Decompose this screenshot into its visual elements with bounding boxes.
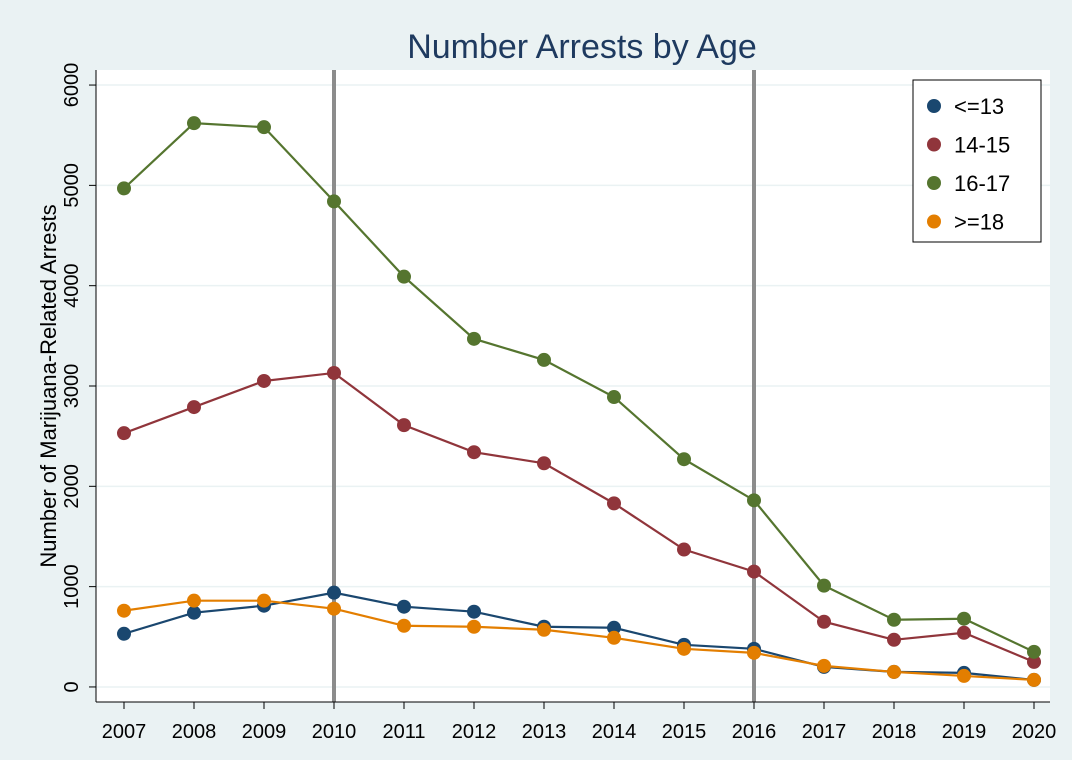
series-3 xyxy=(117,116,1041,659)
data-point xyxy=(607,620,621,635)
x-tick-label: 2014 xyxy=(592,721,637,743)
x-tick-label: 2010 xyxy=(312,721,357,743)
legend-marker xyxy=(927,99,941,113)
data-point xyxy=(677,542,691,557)
data-point xyxy=(747,493,761,508)
x-tick-label: 2018 xyxy=(872,721,917,743)
data-point xyxy=(607,390,621,405)
x-tick-label: 2008 xyxy=(172,721,217,743)
data-point xyxy=(327,585,341,600)
legend-label: 14-15 xyxy=(954,133,1010,158)
data-point xyxy=(537,456,551,471)
y-axis-ticks: 0 1000 2000 3000 4000 5000 6000 xyxy=(61,63,96,693)
legend-marker xyxy=(927,176,941,190)
data-point xyxy=(747,645,761,660)
data-point xyxy=(467,331,481,346)
data-point xyxy=(817,578,831,593)
x-tick-label: 2011 xyxy=(382,721,425,743)
data-point xyxy=(887,632,901,647)
series-line xyxy=(123,122,1035,653)
series xyxy=(117,116,1041,687)
legend-marker xyxy=(927,137,941,152)
data-point xyxy=(257,120,271,135)
x-tick-label: 2017 xyxy=(802,721,847,743)
data-point xyxy=(1027,672,1041,687)
data-point xyxy=(397,418,411,433)
chart-title: Number Arrests by Age xyxy=(407,28,757,66)
data-point xyxy=(187,593,201,608)
y-tick-label: 6000 xyxy=(61,63,83,108)
x-tick-label: 2019 xyxy=(942,721,987,743)
series-4 xyxy=(117,593,1041,687)
x-axis-ticks: 2007 2008 2009 2010 2011 2012 2013 2014 2015 2016… xyxy=(102,702,1057,743)
x-tick-label: 2009 xyxy=(242,721,287,743)
legend-marker xyxy=(927,214,941,229)
data-point xyxy=(117,603,131,618)
data-point xyxy=(327,601,341,616)
data-point xyxy=(187,116,201,131)
legend: <=13 14-15 16-17 >=18 xyxy=(912,79,1042,243)
y-axis-label: Number of Marijuana-Related Arrests xyxy=(36,204,61,567)
y-tick-label: 3000 xyxy=(61,364,83,409)
data-point xyxy=(887,612,901,627)
data-point xyxy=(467,445,481,460)
data-point xyxy=(887,664,901,679)
y-tick-label: 1000 xyxy=(61,564,83,609)
legend-label: <=13 xyxy=(954,94,1004,119)
data-point xyxy=(957,625,971,640)
data-point xyxy=(187,400,201,415)
data-point xyxy=(117,181,131,196)
y-tick-label: 5000 xyxy=(61,163,83,208)
data-point xyxy=(537,352,551,367)
x-tick-label: 2007 xyxy=(102,721,147,743)
data-point xyxy=(747,564,761,579)
x-tick-label: 2020 xyxy=(1012,721,1057,743)
data-point xyxy=(467,604,481,619)
data-point xyxy=(957,611,971,626)
data-point xyxy=(1027,644,1041,659)
data-point xyxy=(397,269,411,284)
y-tick-label: 0 xyxy=(61,681,83,692)
data-point xyxy=(117,426,131,441)
data-point xyxy=(677,452,691,467)
data-point xyxy=(397,599,411,614)
data-point xyxy=(537,622,551,637)
y-tick-label: 2000 xyxy=(61,464,83,509)
gridlines xyxy=(96,84,1050,688)
data-point xyxy=(187,605,201,620)
series-line xyxy=(123,599,1035,682)
data-point xyxy=(1027,654,1041,669)
data-point xyxy=(397,618,411,633)
data-point xyxy=(817,614,831,629)
series-2 xyxy=(117,365,1041,669)
data-point xyxy=(117,626,131,641)
x-tick-label: 2013 xyxy=(522,721,567,743)
x-tick-label: 2012 xyxy=(452,721,497,743)
data-point xyxy=(257,373,271,388)
data-point xyxy=(327,194,341,209)
data-point xyxy=(957,668,971,683)
data-point xyxy=(327,365,341,380)
data-point xyxy=(607,630,621,645)
x-tick-label: 2015 xyxy=(662,721,707,743)
data-point xyxy=(677,641,691,656)
x-tick-label: 2016 xyxy=(732,721,777,743)
data-point xyxy=(467,619,481,634)
y-tick-label: 4000 xyxy=(61,263,83,308)
data-point xyxy=(817,658,831,673)
legend-label: >=18 xyxy=(954,210,1004,235)
series-line xyxy=(123,371,1035,663)
data-point xyxy=(257,593,271,608)
legend-label: 16-17 xyxy=(954,171,1010,196)
data-point xyxy=(607,496,621,511)
